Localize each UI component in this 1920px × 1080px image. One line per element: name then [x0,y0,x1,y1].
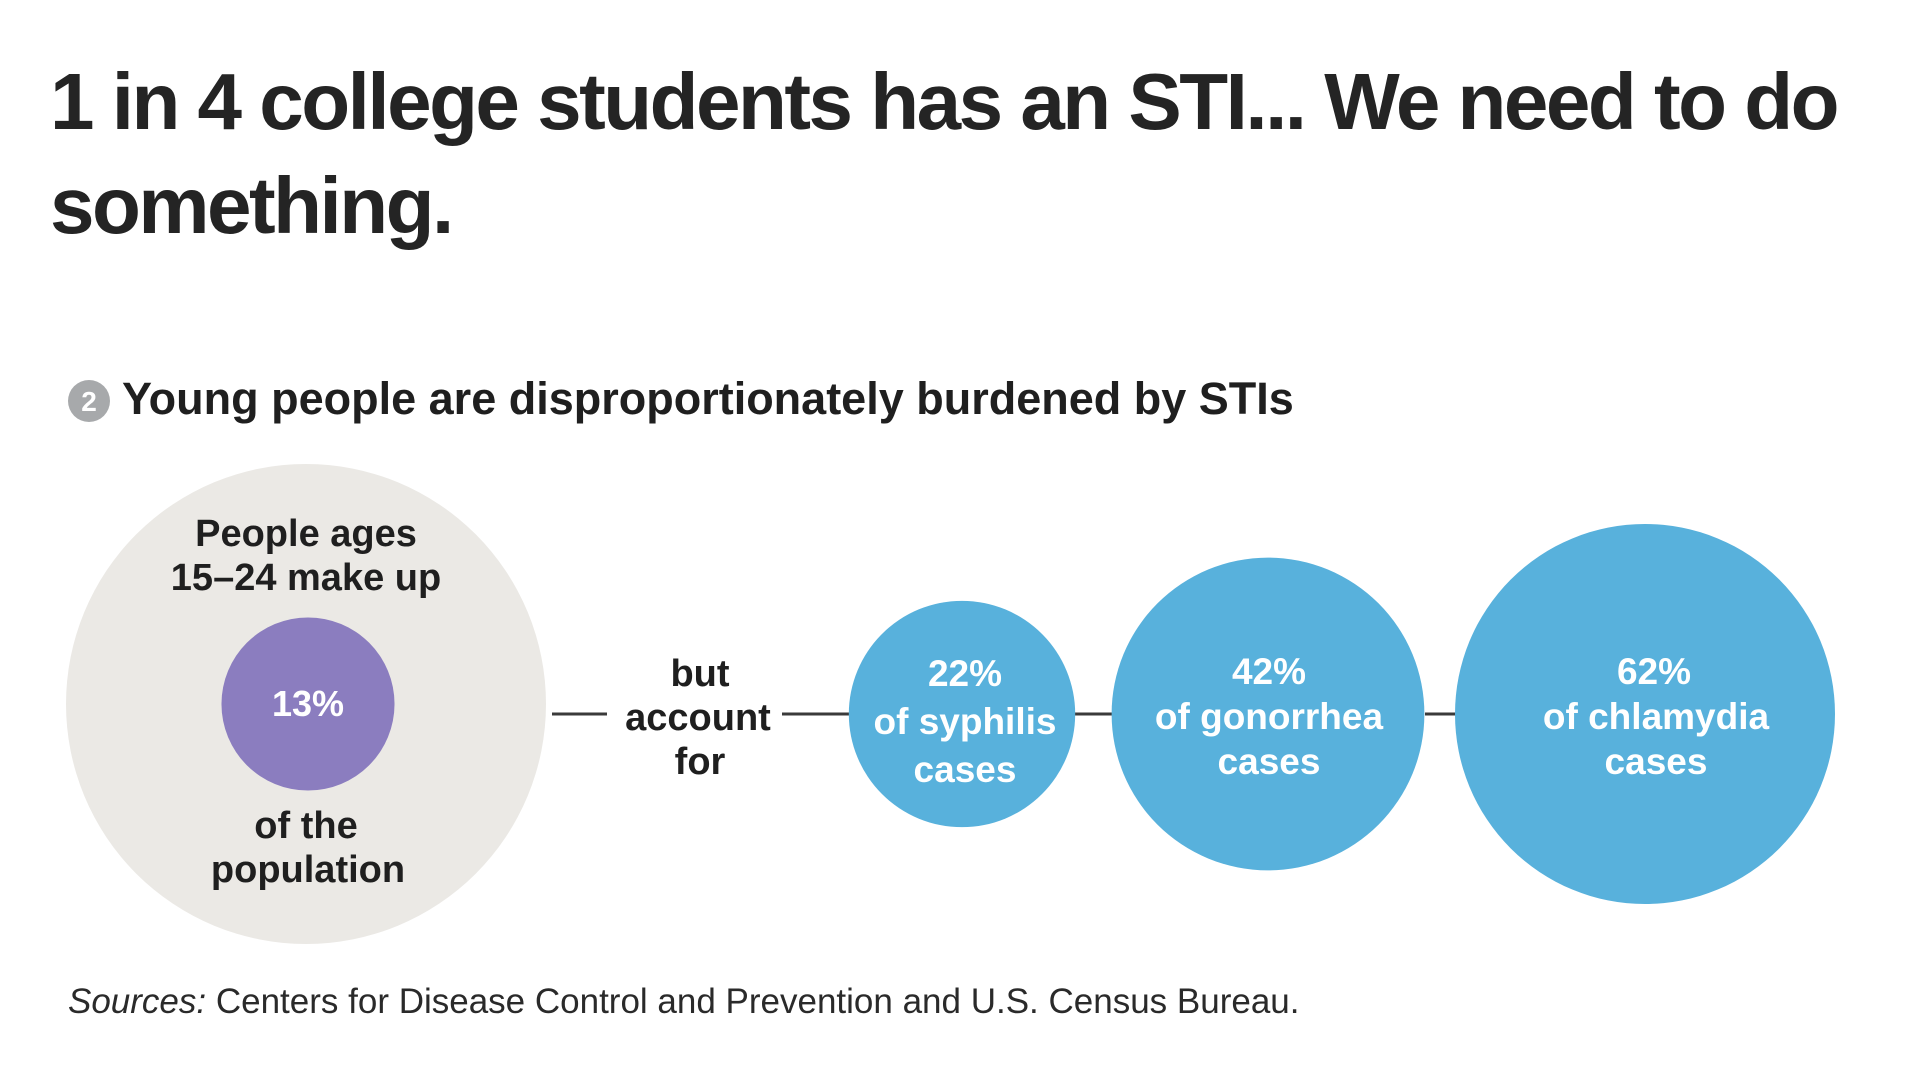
sources-note: Sources: Centers for Disease Control and… [68,982,1299,1022]
chlamydia-value: 62% [1617,651,1691,692]
syphilis-bubble [848,600,1076,828]
title-badge-circle [68,380,110,422]
gonorrhea-value: 42% [1232,651,1306,692]
population-share-circle [221,617,395,791]
headline: 1 in 4 college students has an STI... We… [50,57,1839,250]
syphilis-value: 22% [928,653,1002,694]
population-label-line4: population [211,849,405,891]
title-badge-number: 2 [81,386,97,417]
connector-text-line2: account [625,697,771,739]
syphilis-label-line1: of syphilis [874,701,1057,742]
chlamydia-bubble [1455,524,1835,904]
gonorrhea-label-line2: cases [1218,741,1321,782]
population-label-line1: People ages [195,513,417,555]
gonorrhea-label-line1: of gonorrhea [1155,696,1384,737]
population-label-line3: of the [254,805,357,847]
chlamydia-label-line1: of chlamydia [1543,696,1770,737]
sources-label: Sources: [68,982,207,1021]
chlamydia-label-line2: cases [1605,741,1708,782]
sources-text: Centers for Disease Control and Preventi… [206,982,1300,1021]
chart-title: Young people are disproportionately burd… [122,373,1294,424]
syphilis-label-line2: cases [914,749,1017,790]
connector-text-line3: for [675,741,726,783]
population-label-line2: 15–24 make up [171,557,441,599]
population-value: 13% [272,683,344,724]
connector-text-line1: but [670,653,729,695]
gonorrhea-bubble [1111,557,1425,871]
